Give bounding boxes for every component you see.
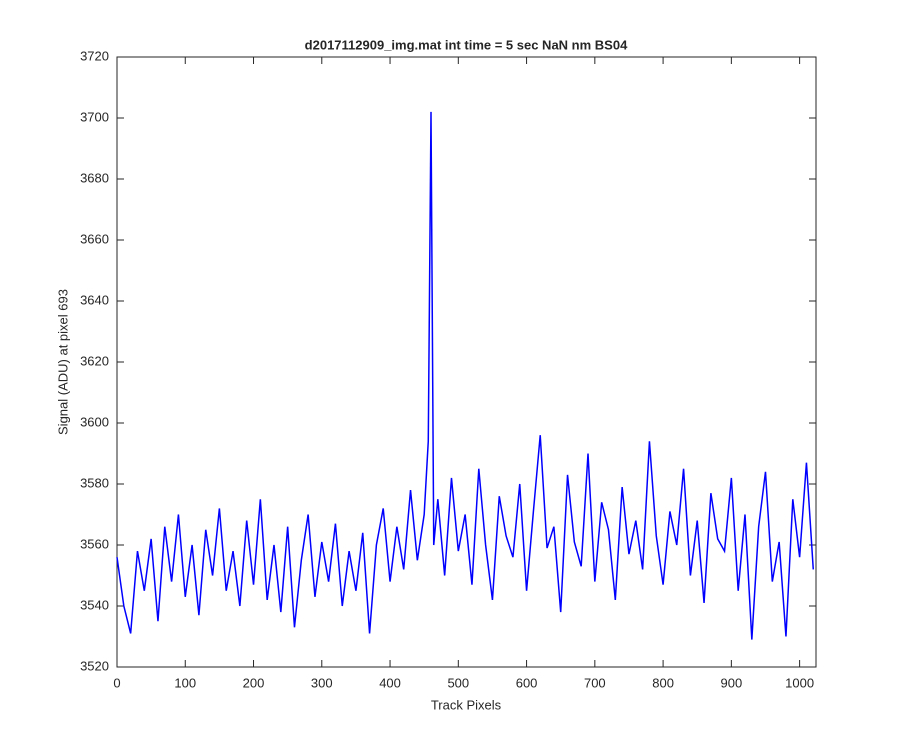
y-tick-label: 3520	[80, 658, 109, 673]
y-tick-label: 3620	[80, 353, 109, 368]
x-tick-label: 0	[113, 675, 120, 690]
x-axis-label: Track Pixels	[431, 697, 502, 712]
y-tick-label: 3600	[80, 414, 109, 429]
y-tick-label: 3680	[80, 170, 109, 185]
x-tick-label: 200	[243, 675, 265, 690]
y-tick-label: 3560	[80, 536, 109, 551]
x-tick-label: 1000	[785, 675, 814, 690]
y-tick-label: 3540	[80, 597, 109, 612]
x-tick-label: 400	[379, 675, 401, 690]
data-line	[116, 111, 815, 640]
y-tick-label: 3580	[80, 475, 109, 490]
x-tick-label: 700	[584, 675, 606, 690]
y-tick-label: 3640	[80, 292, 109, 307]
x-tick-label: 300	[311, 675, 333, 690]
y-tick-label: 3720	[80, 48, 109, 63]
plot-box	[116, 56, 817, 668]
x-tick-label: 900	[721, 675, 743, 690]
y-axis-label: Signal (ADU) at pixel 693	[55, 289, 70, 435]
x-tick-label: 800	[652, 675, 674, 690]
y-tick-label: 3700	[80, 109, 109, 124]
chart-title: d2017112909_img.mat int time = 5 sec NaN…	[305, 37, 628, 52]
x-tick-label: 100	[174, 675, 196, 690]
y-tick-label: 3660	[80, 231, 109, 246]
x-tick-label: 500	[447, 675, 469, 690]
x-tick-label: 600	[516, 675, 538, 690]
